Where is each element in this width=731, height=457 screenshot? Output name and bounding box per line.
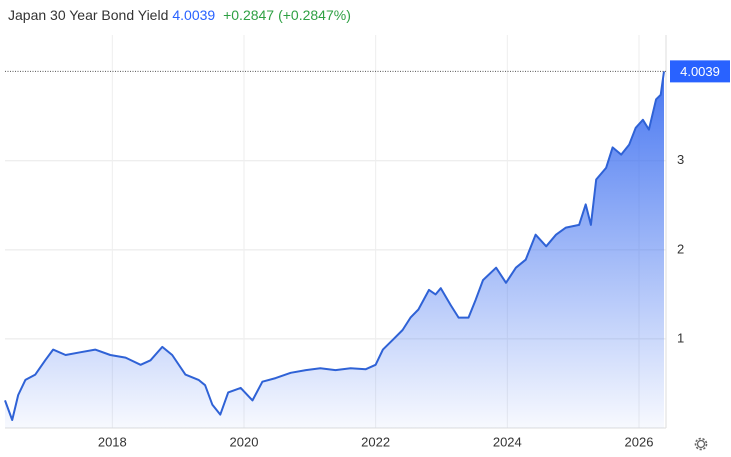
last-price-badge [670, 60, 730, 83]
x-tick-label: 2020 [230, 434, 259, 449]
header: Japan 30 Year Bond Yield 4.0039 +0.2847 (+… [8, 7, 355, 23]
y-tick-label: 2 [677, 241, 684, 256]
x-tick-label: 2022 [361, 434, 390, 449]
change: +0.2847 [223, 7, 275, 23]
x-tick-label: 2024 [493, 434, 522, 449]
area-fill [5, 71, 664, 429]
chart-title: Japan 30 Year Bond Yield [8, 7, 169, 23]
x-tick-label: 2018 [98, 434, 127, 449]
y-tick-label: 3 [677, 152, 684, 167]
y-tick-label: 1 [677, 330, 684, 345]
settings-icon[interactable] [694, 437, 708, 451]
last-price: 4.0039 [172, 7, 216, 23]
line [4, 71, 665, 421]
change-percent: (+0.2847%) [278, 7, 351, 23]
x-tick-label: 2026 [625, 434, 654, 449]
last-price-label: 4.0039 [680, 64, 720, 79]
